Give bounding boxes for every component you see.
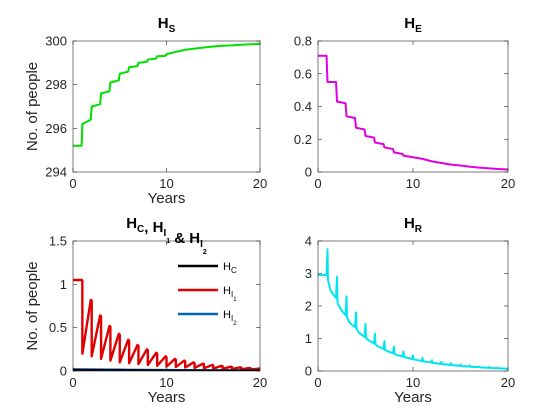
y-tick-label: 0 (305, 165, 312, 180)
legend-subscript: I (231, 314, 233, 323)
legend-subsubscript: 2 (233, 321, 237, 327)
subplot-title: HC, HI1 & HI2 (126, 215, 207, 256)
x-tick-label: 10 (159, 176, 173, 191)
y-tick-label: 0.5 (49, 320, 67, 335)
y-tick-label: 4 (305, 234, 312, 249)
legend-main: H (223, 261, 231, 273)
title-subscript: E (415, 24, 422, 35)
subplot-title: HS (158, 15, 176, 35)
legend-subsubscript: 1 (233, 297, 237, 303)
y-tick-label: 1 (305, 331, 312, 346)
y-tick-label: 0.8 (294, 34, 312, 49)
y-axis-label: No. of people (24, 62, 41, 151)
x-tick-label: 10 (406, 375, 420, 390)
subplot-hs: 0 10 20 294 296 298 300 Years No. of people HS (24, 15, 267, 207)
title-text: H (126, 215, 137, 232)
legend-label: HI1 (223, 285, 237, 303)
legend-subscript: C (231, 266, 237, 275)
subplot-title: HR (404, 215, 423, 235)
x-tick-label: 20 (501, 375, 515, 390)
x-tick-label: 20 (501, 176, 515, 191)
y-tick-label: 298 (45, 77, 67, 92)
title-main: H (158, 15, 169, 32)
y-tick-label: 1 (60, 277, 67, 292)
title-subscript: R (415, 224, 423, 235)
y-tick-label: 0 (60, 364, 67, 379)
y-tick-label: 0.2 (294, 132, 312, 147)
x-tick-label: 20 (253, 176, 267, 191)
y-tick-label: 2 (305, 299, 312, 314)
y-tick-label: 0.4 (294, 99, 312, 114)
series-line-hr-0 (318, 248, 508, 370)
legend-main: H (223, 285, 231, 297)
subplot-title: HE (404, 15, 422, 35)
x-tick-label: 20 (253, 375, 267, 390)
x-tick-label: 0 (69, 176, 76, 191)
title-main: H (404, 15, 415, 32)
legend-label: HI2 (223, 309, 237, 327)
x-axis-label: Years (148, 190, 186, 207)
title-text: & H (170, 230, 200, 247)
y-tick-label: 3 (305, 266, 312, 281)
legend-label: HC (223, 261, 237, 275)
x-axis-label: Years (394, 389, 432, 406)
x-tick-label: 0 (314, 375, 321, 390)
subplot-he: 0 10 20 0 0.2 0.4 0.6 0.8 HE (294, 15, 515, 191)
series-group (73, 42, 260, 147)
y-tick-label: 0.6 (294, 66, 312, 81)
y-tick-label: 296 (45, 121, 67, 136)
title-subscript: I (163, 228, 166, 239)
series-line-hc-0 (73, 278, 260, 371)
x-axis-label: Years (148, 389, 186, 406)
title-subsubscript: 1 (166, 238, 170, 245)
title-subscript: C (137, 224, 144, 235)
series-group (318, 54, 508, 171)
y-tick-label: 300 (45, 34, 67, 49)
subplot-hr: 0 10 20 0 1 2 3 4 Years HR (305, 215, 515, 406)
y-tick-label: 1.5 (49, 234, 67, 249)
title-subscript: S (169, 24, 176, 35)
series-line-hs-0 (73, 42, 260, 147)
title-subscript: I (200, 239, 203, 250)
title-subsubscript: 2 (203, 249, 207, 256)
x-tick-label: 0 (69, 375, 76, 390)
y-axis-label: No. of people (24, 261, 41, 350)
x-tick-label: 0 (314, 176, 321, 191)
y-tick-label: 294 (45, 165, 67, 180)
title-text: , H (144, 219, 163, 236)
series-line-he-0 (318, 54, 508, 171)
y-tick-label: 0 (305, 364, 312, 379)
legend-main: H (223, 309, 231, 321)
x-tick-label: 10 (159, 375, 173, 390)
series-group (318, 248, 508, 370)
title-main: H (404, 215, 415, 232)
legend-subscript: I (231, 290, 233, 299)
x-tick-label: 10 (406, 176, 420, 191)
